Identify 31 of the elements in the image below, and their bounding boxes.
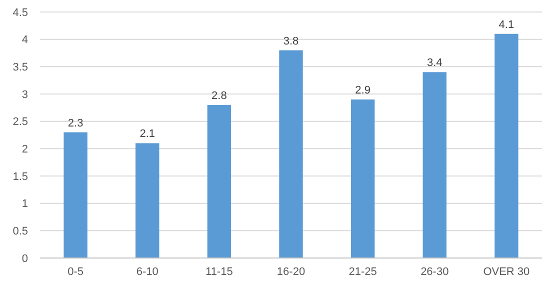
y-tick-label: 4 xyxy=(22,34,28,46)
bar xyxy=(350,99,375,258)
data-label: 2.3 xyxy=(68,117,84,130)
bar xyxy=(64,132,88,258)
data-label: 2.1 xyxy=(140,128,156,140)
y-tick-label: 1.5 xyxy=(12,170,28,183)
bar xyxy=(207,104,232,258)
bar xyxy=(136,143,160,258)
y-tick-label: 1 xyxy=(22,198,28,210)
y-tick-label: 2.5 xyxy=(12,116,28,128)
y-tick-label: 3.5 xyxy=(12,62,28,74)
y-tick-label: 0.5 xyxy=(12,226,28,238)
x-tick-label: 6-10 xyxy=(136,266,158,278)
x-tick-label: 26-30 xyxy=(420,266,449,278)
bar xyxy=(422,72,446,258)
data-label: 4.1 xyxy=(498,18,514,31)
bar xyxy=(279,50,303,258)
y-tick-label: 0 xyxy=(22,252,28,265)
data-label: 3.8 xyxy=(283,35,299,48)
data-label: 3.4 xyxy=(426,57,442,70)
x-tick-label: OVER 30 xyxy=(483,266,530,278)
y-tick-label: 4.5 xyxy=(12,6,28,19)
data-label: 2.9 xyxy=(355,84,370,96)
y-tick-label: 2 xyxy=(22,144,28,156)
data-label: 2.8 xyxy=(212,90,227,102)
x-tick-label: 11-15 xyxy=(206,266,233,278)
y-tick-label: 3 xyxy=(22,88,28,101)
x-tick-label: 0-5 xyxy=(68,266,84,278)
x-tick-label: 16-20 xyxy=(276,266,306,278)
x-tick-label: 21-25 xyxy=(348,266,377,278)
bar xyxy=(494,34,518,258)
